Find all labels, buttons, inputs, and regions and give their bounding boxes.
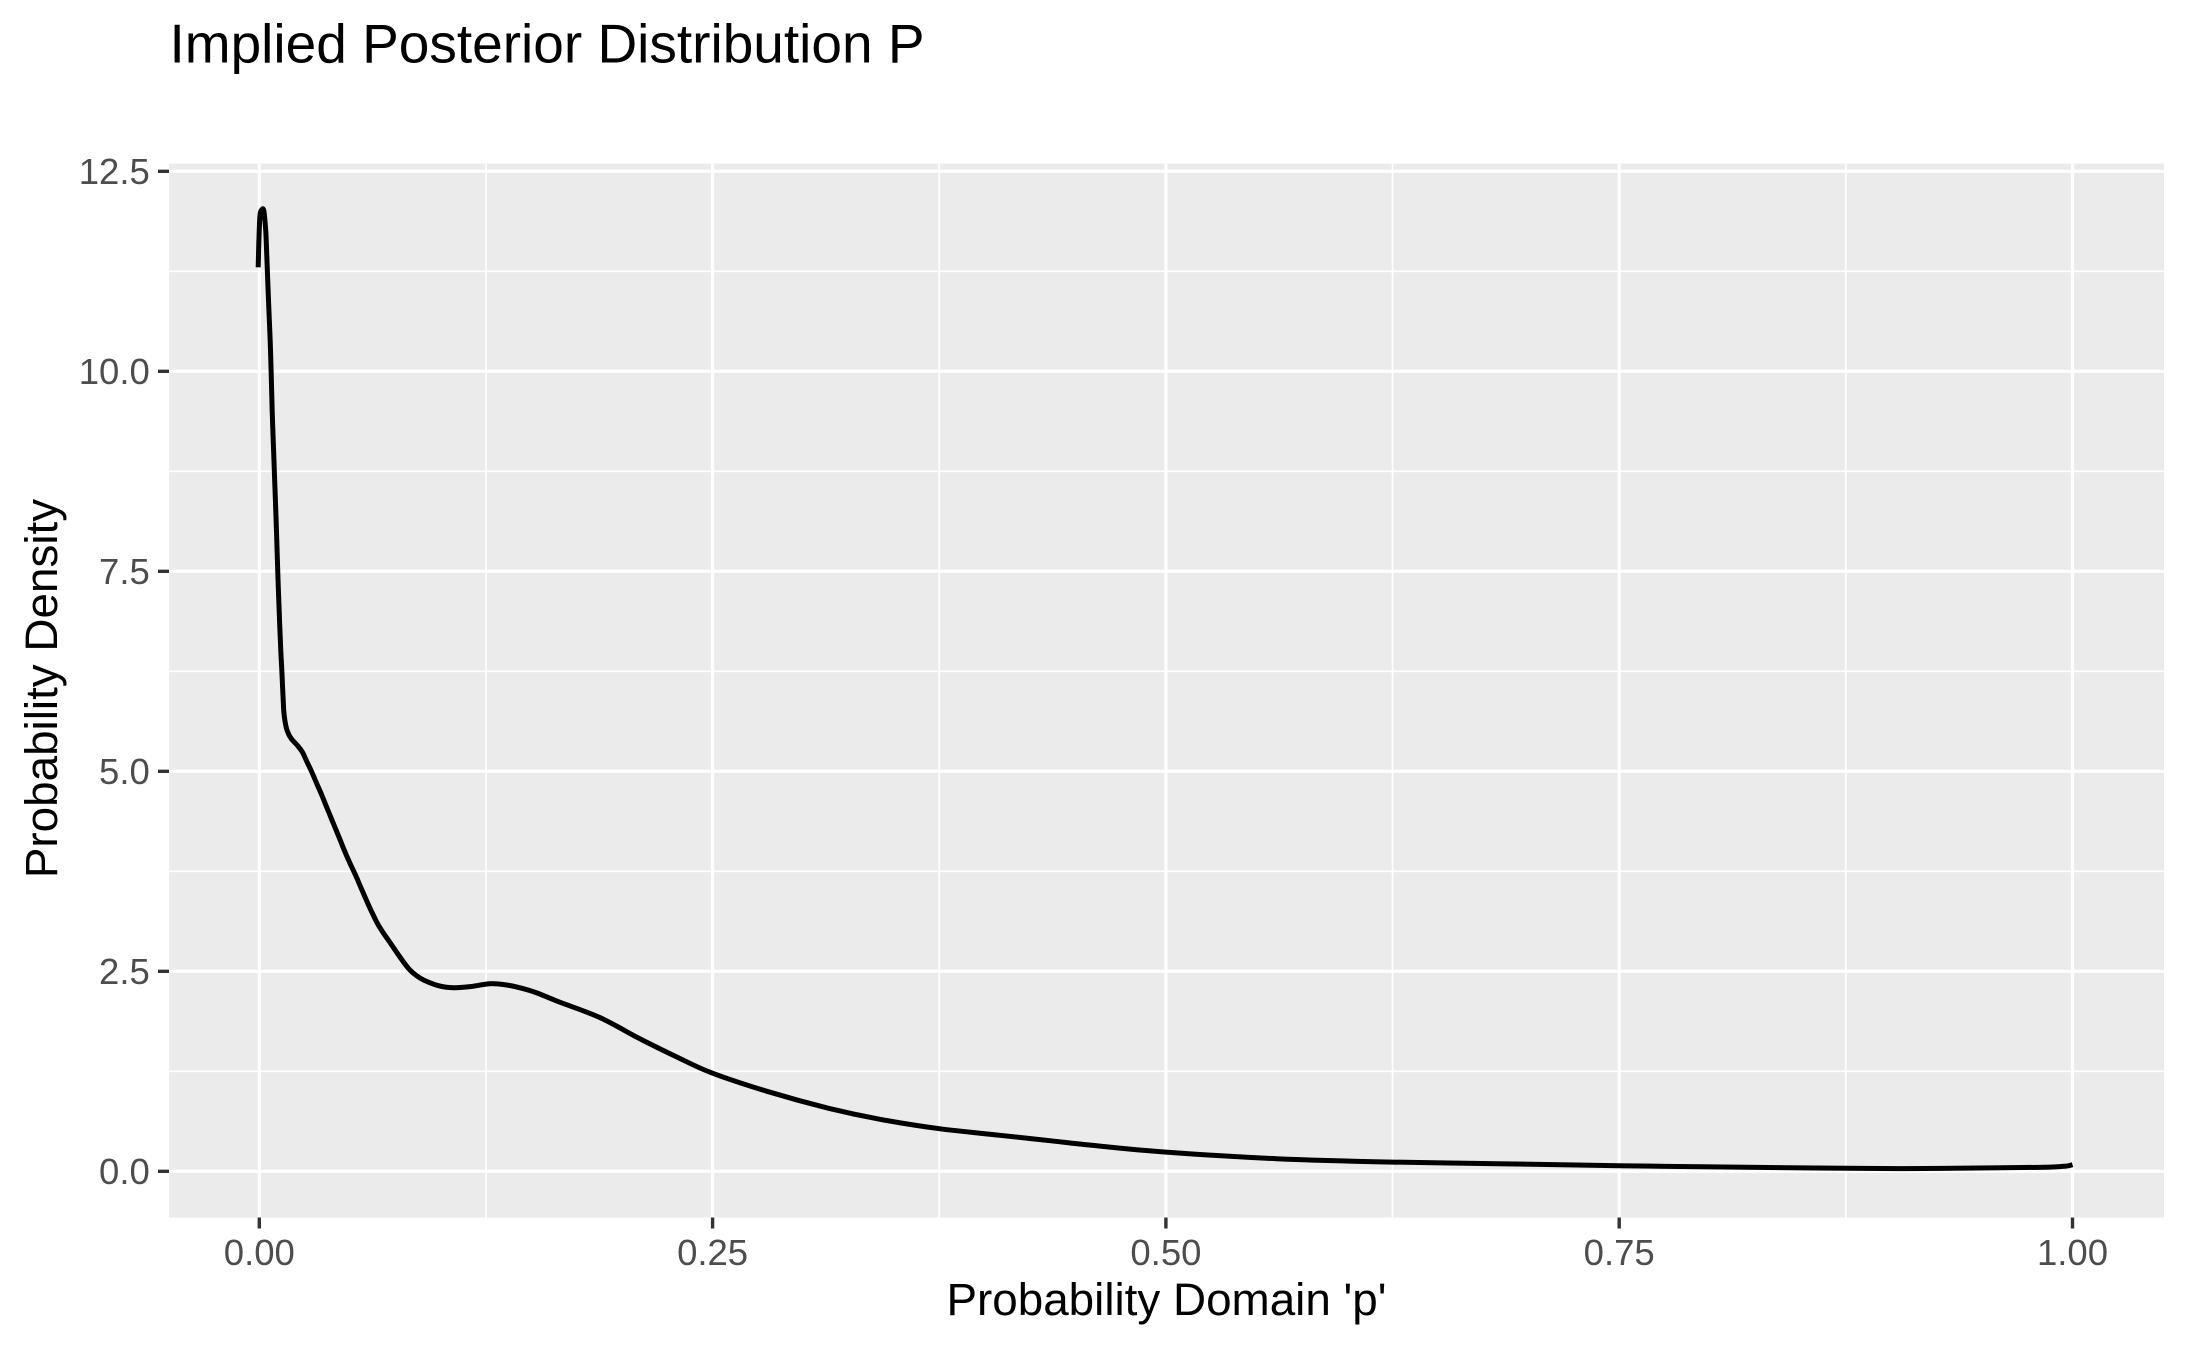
svg-text:0.50: 0.50 bbox=[1130, 1232, 1201, 1273]
svg-text:0.75: 0.75 bbox=[1584, 1232, 1655, 1273]
svg-text:Probability Domain 'p': Probability Domain 'p' bbox=[946, 1274, 1386, 1325]
svg-text:5.0: 5.0 bbox=[99, 751, 150, 792]
svg-text:1.00: 1.00 bbox=[2037, 1232, 2108, 1273]
svg-text:12.5: 12.5 bbox=[79, 151, 150, 192]
svg-text:Probability Density: Probability Density bbox=[16, 499, 67, 878]
svg-text:2.5: 2.5 bbox=[99, 951, 150, 992]
svg-text:10.0: 10.0 bbox=[79, 351, 150, 392]
svg-text:Implied Posterior Distribution: Implied Posterior Distribution P bbox=[170, 13, 925, 75]
svg-text:0.0: 0.0 bbox=[99, 1151, 150, 1192]
svg-text:0.25: 0.25 bbox=[677, 1232, 748, 1273]
svg-text:7.5: 7.5 bbox=[99, 551, 150, 592]
svg-text:0.00: 0.00 bbox=[224, 1232, 295, 1273]
